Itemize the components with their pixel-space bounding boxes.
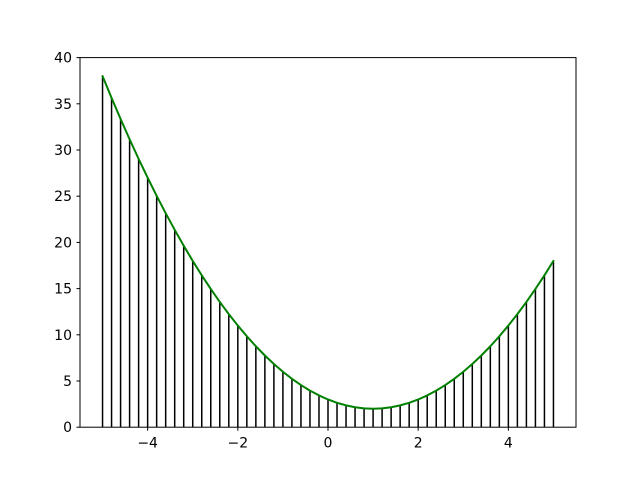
function-curve <box>101 75 555 410</box>
axes-frame <box>79 57 577 428</box>
y-tick-label: 35 <box>54 97 72 113</box>
y-tick-label: 10 <box>54 328 72 344</box>
y-tick-label: 0 <box>63 420 72 436</box>
y-tick-label: 40 <box>54 51 72 67</box>
y-tick-label: 30 <box>54 143 72 159</box>
x-tick-label: 2 <box>414 436 423 452</box>
x-tick-label: −4 <box>137 436 158 452</box>
x-tick-label: 0 <box>324 436 333 452</box>
y-tick-label: 25 <box>54 189 72 205</box>
y-tick-label: 15 <box>54 282 72 298</box>
x-tick-label: 4 <box>504 436 513 452</box>
x-tick-label: −2 <box>227 436 248 452</box>
y-tick-label: 20 <box>54 235 72 251</box>
y-tick-label: 5 <box>63 374 72 390</box>
